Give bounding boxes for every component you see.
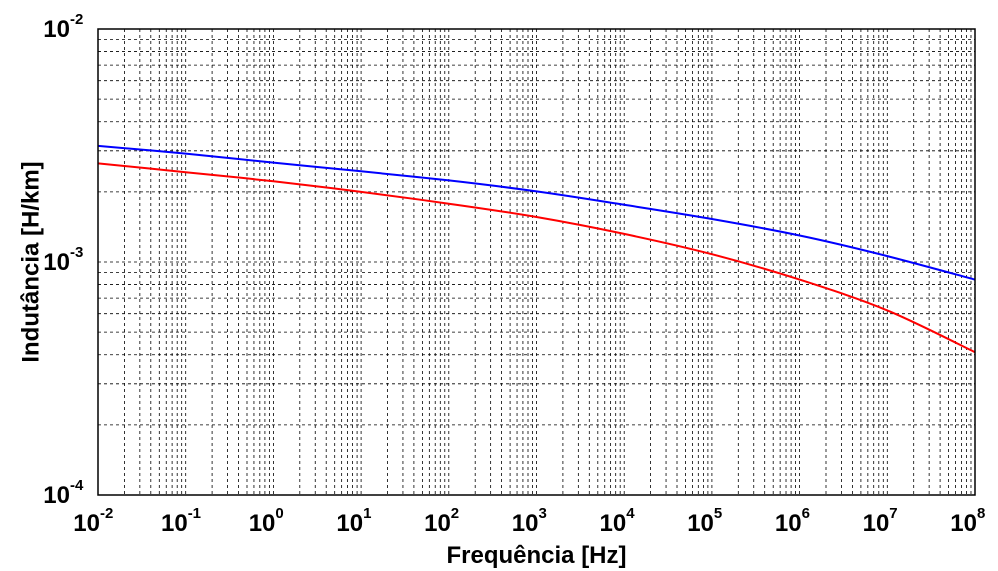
x-tick-base: 10 [161, 510, 188, 537]
x-tick-base: 10 [249, 510, 276, 537]
x-tick-base: 10 [512, 510, 539, 537]
y-tick-label: 10 -4 [43, 477, 84, 509]
x-tick-label: 10 4 [599, 505, 635, 537]
x-tick-exponent: 2 [451, 505, 459, 522]
series-line-2 [97, 162, 976, 354]
x-tick-exponent: -1 [188, 505, 201, 522]
x-tick-label: 10 2 [424, 505, 459, 537]
x-tick-exponent: 3 [539, 505, 547, 522]
y-axis-label: Indutância [H/km] [17, 161, 44, 362]
grid [97, 29, 975, 496]
plot-frame [97, 28, 976, 496]
y-tick-exponent: -3 [70, 244, 83, 261]
y-tick-label: 10 -2 [43, 11, 83, 43]
x-tick-label: 10 0 [249, 505, 284, 537]
x-tick-label: 10 5 [687, 505, 722, 537]
x-tick-base: 10 [73, 510, 100, 537]
x-tick-exponent: 7 [889, 505, 897, 522]
x-tick-base: 10 [599, 510, 626, 537]
x-tick-base: 10 [336, 510, 363, 537]
x-tick-label: 10 3 [512, 505, 547, 537]
x-tick-exponent: 5 [714, 505, 722, 522]
y-tick-label: 10 -3 [43, 244, 83, 276]
y-tick-base: 10 [43, 482, 70, 509]
x-tick-label: 10 1 [336, 505, 371, 537]
x-tick-label: 10 7 [863, 505, 898, 537]
x-tick-label: 10 8 [950, 505, 985, 537]
x-tick-exponent: 4 [626, 505, 635, 522]
series-line-1 [97, 144, 976, 281]
series-layer [97, 144, 976, 354]
x-tick-base: 10 [863, 510, 890, 537]
x-tick-label: 10 -1 [161, 505, 201, 537]
x-tick-label: 10 -2 [73, 505, 113, 537]
y-tick-base: 10 [43, 16, 70, 43]
x-tick-label: 10 6 [775, 505, 810, 537]
tick-labels: 10 -2 10 -1 10 0 10 1 10 2 10 3 10 4 10 5 10 6 10 7 10 810 -41… [43, 11, 985, 537]
y-tick-base: 10 [43, 249, 70, 276]
x-tick-base: 10 [687, 510, 714, 537]
x-tick-base: 10 [775, 510, 802, 537]
x-tick-base: 10 [424, 510, 451, 537]
x-tick-exponent: -2 [100, 505, 113, 522]
x-tick-exponent: 1 [363, 505, 371, 522]
x-tick-base: 10 [950, 510, 977, 537]
x-tick-exponent: 8 [977, 505, 985, 522]
x-tick-exponent: 0 [275, 505, 283, 522]
x-tick-exponent: 6 [802, 505, 810, 522]
y-tick-exponent: -4 [70, 477, 84, 494]
y-tick-exponent: -2 [70, 11, 83, 28]
x-axis-label: Frequência [Hz] [446, 542, 626, 569]
